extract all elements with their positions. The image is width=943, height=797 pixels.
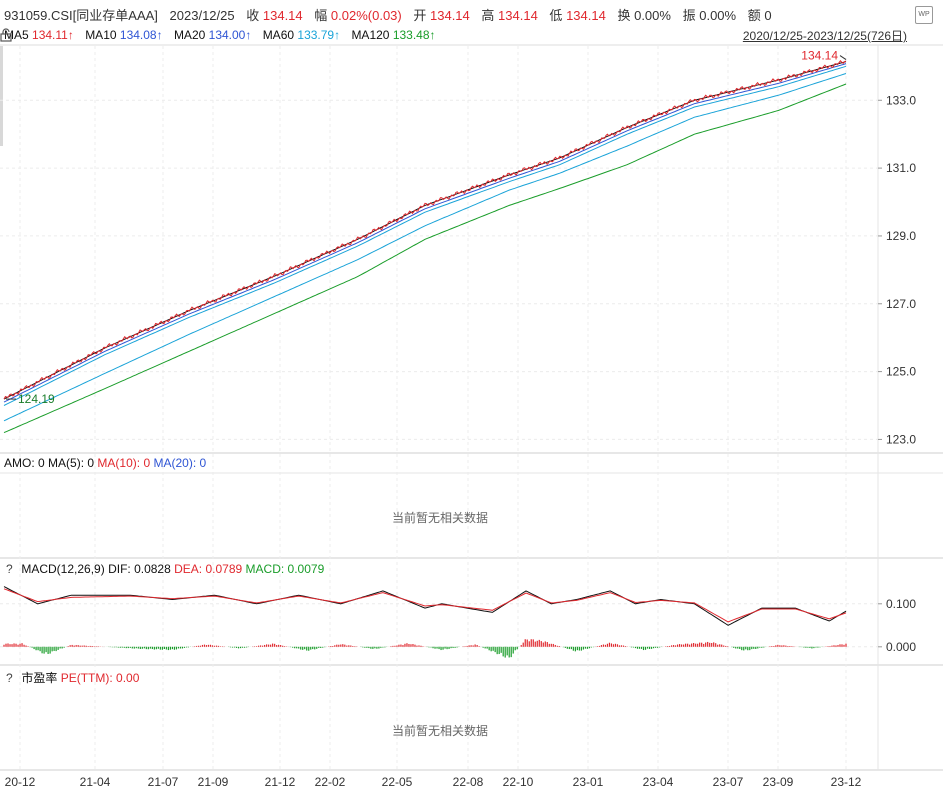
macd-tick-label: 0.000 [886,640,916,654]
amount-value: 0 [764,8,772,23]
amo-ma10-label: MA(10): [97,456,141,470]
amo-label: AMO: [4,456,35,470]
ma20-label: MA20 [173,28,206,42]
index-code: 931059.CSI[同业存单AAA] [4,8,158,23]
series-ma60-line [3,73,847,422]
x-tick-label: 23-12 [831,775,862,789]
x-tick-label: 21-09 [198,775,229,789]
ma5-value: 134.11↑ [32,28,74,42]
macd-label: MACD: [245,562,285,576]
macd-title: MACD(12,26,9) [21,562,105,576]
amount-label: 额 [747,8,761,23]
x-tick-label: 22-02 [315,775,346,789]
x-tick-label: 23-01 [573,775,604,789]
y-tick-label: 123.0 [886,432,916,446]
quote-date: 2023/12/25 [169,8,235,23]
pe-no-data: 当前暂无相关数据 [391,724,488,738]
amo-no-data: 当前暂无相关数据 [391,511,488,525]
ma60-label: MA60 [262,28,295,42]
x-tick-label: 22-08 [453,775,484,789]
x-tick-label: 21-04 [80,775,111,789]
x-tick-label: 23-04 [643,775,674,789]
series-ma120-line [3,83,847,434]
x-tick-label: 21-12 [265,775,296,789]
pe-title: 市盈率 [21,671,58,685]
pe-value: 0.00 [116,671,140,685]
wp-logo-icon: WP [915,6,933,24]
macd-value: 0.0079 [287,562,325,576]
low-label: 低 [549,8,563,23]
y-tick-label: 133.0 [886,93,916,107]
ma-legend: MA5 134.11↑ MA10 134.08↑ MA20 134.00↑ MA… [4,28,436,42]
series-ma20-line [3,65,847,406]
series-price-line [3,60,847,400]
y-tick-label: 131.0 [886,161,916,175]
amo-legend: AMO: 0 MA(5): 0 MA(10): 0 MA(20): 0 [4,456,206,470]
amo-ma20-value: 0 [199,456,207,470]
x-tick-label: 23-09 [763,775,794,789]
scroll-handle [0,46,3,146]
change-value: 0.02%(0.03) [330,8,402,23]
ma120-value: 133.48↑ [392,28,436,42]
amo-value: 0 [38,456,45,470]
amplitude-label: 振 [682,8,696,23]
x-tick-label: 23-07 [713,775,744,789]
ma5-label: MA5 [4,28,29,42]
amo-ma10-value: 0 [143,456,151,470]
high-label: 高 [481,8,495,23]
pe-label: PE(TTM): [60,671,113,685]
change-label: 幅 [314,8,328,23]
y-tick-label: 125.0 [886,365,916,379]
close-label: 收 [246,8,260,23]
amo-ma5-label: MA(5): [48,456,85,470]
pe-legend: ? 市盈率 PE(TTM): 0.00 [6,669,139,686]
lock-icon[interactable] [0,28,12,42]
y-tick-label: 127.0 [886,297,916,311]
turnover-label: 换 [617,8,631,23]
close-value: 134.14 [262,8,303,23]
low-value: 134.14 [566,8,606,23]
min-price-label: 124.19 [18,392,55,406]
amo-ma20-label: MA(20): [153,456,197,470]
open-label: 开 [413,8,427,23]
x-tick-label: 21-07 [148,775,179,789]
date-range-selector[interactable]: 2020/12/25-2023/12/25(726日) [742,29,907,43]
high-value: 134.14 [498,8,538,23]
ma60-value: 133.79↑ [297,28,341,42]
dif-label: DIF: [108,562,131,576]
amo-ma5-value: 0 [87,456,95,470]
amplitude-value: 0.00% [699,8,737,23]
dea-value: 0.0789 [205,562,243,576]
pe-help-icon[interactable]: ? [6,671,13,685]
quote-header: 931059.CSI[同业存单AAA] 2023/12/25 收 134.14 … [4,5,772,24]
max-price-label: 134.14 [801,49,838,63]
macd-tick-label: 0.100 [886,597,916,611]
x-tick-label: 22-10 [503,775,534,789]
x-tick-label: 20-12 [5,775,36,789]
max-arrow [839,55,847,61]
ma10-label: MA10 [85,28,117,42]
ma20-value: 134.00↑ [208,28,252,42]
dea-label: DEA: [174,562,203,576]
macd-legend: ? MACD(12,26,9) DIF: 0.0828 DEA: 0.0789 … [6,562,324,576]
macd-dea-line [3,588,847,623]
turnover-value: 0.00% [634,8,671,23]
x-tick-label: 22-05 [382,775,413,789]
ma10-value: 134.08↑ [119,28,163,42]
open-value: 134.14 [430,8,470,23]
y-tick-label: 129.0 [886,229,916,243]
dif-value: 0.0828 [134,562,171,576]
macd-help-icon[interactable]: ? [6,562,13,576]
series-ma5-line [3,61,847,400]
series-ma10-line [3,63,847,403]
ma120-label: MA120 [351,28,390,42]
